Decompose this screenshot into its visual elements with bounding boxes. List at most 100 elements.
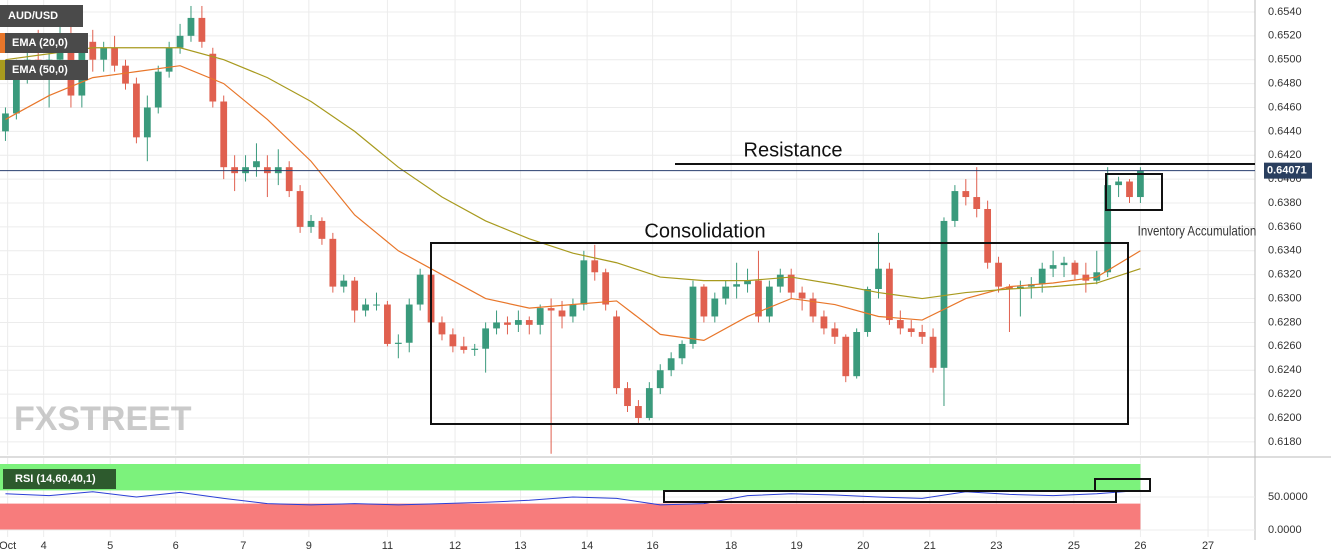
candle-body bbox=[700, 286, 708, 317]
candle-body bbox=[776, 274, 784, 287]
candle-body bbox=[1082, 274, 1090, 281]
candle-body bbox=[744, 280, 751, 285]
candle-body bbox=[504, 322, 511, 325]
x-tick-label: 20 bbox=[857, 540, 869, 552]
candle-body bbox=[187, 17, 195, 36]
y-tick-label: 0.6180 bbox=[1268, 436, 1302, 448]
y-tick-label: 0.6220 bbox=[1268, 388, 1302, 400]
candle-body bbox=[133, 83, 140, 138]
x-tick-label: 12 bbox=[449, 540, 461, 552]
candle-body bbox=[362, 304, 369, 311]
resistance-label: Resistance bbox=[744, 139, 843, 161]
x-tick-label: 13 bbox=[514, 540, 526, 552]
legend-swatch bbox=[0, 33, 5, 53]
candle-body bbox=[198, 17, 206, 42]
candle-body bbox=[984, 208, 992, 263]
candle-body bbox=[493, 322, 500, 329]
candle-body bbox=[547, 308, 555, 311]
accumulation-label: Inventory Accumulation bbox=[1138, 223, 1257, 239]
candle-body bbox=[394, 342, 402, 344]
candle-body bbox=[1038, 268, 1046, 285]
candle-body bbox=[755, 280, 762, 317]
consolidation-box bbox=[430, 242, 1129, 425]
candle-body bbox=[591, 260, 599, 273]
y-tick-label: 0.6240 bbox=[1268, 364, 1302, 376]
candle-body bbox=[165, 47, 173, 72]
candle-body bbox=[449, 334, 457, 347]
x-tick-label: 16 bbox=[646, 540, 658, 552]
candle-body bbox=[154, 71, 162, 108]
rsi-box bbox=[663, 490, 1117, 503]
candle-body bbox=[514, 320, 522, 325]
x-tick-label: 19 bbox=[791, 540, 803, 552]
candle-body bbox=[940, 220, 948, 368]
current-price-label: 0.64071 bbox=[1267, 165, 1307, 177]
candle-body bbox=[995, 262, 1002, 287]
y-tick-label: 0.6480 bbox=[1268, 78, 1302, 90]
x-tick-label: 23 bbox=[990, 540, 1002, 552]
current-price-box bbox=[1264, 162, 1312, 179]
candle-body bbox=[929, 336, 937, 368]
candle-body bbox=[842, 336, 850, 377]
candle-body bbox=[798, 292, 806, 299]
candle-body bbox=[973, 197, 981, 209]
candle-body bbox=[613, 316, 620, 389]
candle-body bbox=[253, 161, 260, 168]
x-tick-label: 26 bbox=[1134, 540, 1146, 552]
candle-body bbox=[460, 346, 468, 350]
x-tick-label: 9 bbox=[306, 540, 312, 552]
candle-body bbox=[656, 370, 664, 389]
candle-body bbox=[89, 41, 97, 60]
y-tick-label: 50.0000 bbox=[1268, 491, 1308, 503]
y-tick-label: 0.6420 bbox=[1268, 149, 1302, 161]
candle-body bbox=[1049, 265, 1057, 269]
candle-body bbox=[100, 47, 108, 60]
y-tick-label: 0.6440 bbox=[1268, 125, 1302, 137]
rsi-label: RSI (14,60,40,1) bbox=[15, 473, 96, 485]
y-tick-label: 0.6540 bbox=[1268, 6, 1302, 18]
ema-line bbox=[5, 65, 1141, 341]
candle-body bbox=[733, 284, 741, 287]
candle-body bbox=[176, 35, 184, 48]
candle-body bbox=[1104, 185, 1112, 273]
candle-body bbox=[307, 220, 315, 227]
candle-body bbox=[405, 304, 413, 343]
candle-body bbox=[678, 343, 686, 359]
legend-box bbox=[0, 33, 88, 53]
candle-body bbox=[209, 53, 217, 102]
candle-body bbox=[809, 298, 817, 317]
candle-body bbox=[329, 238, 337, 287]
candle-body bbox=[384, 304, 391, 344]
candle-body bbox=[896, 320, 904, 329]
candle-body bbox=[875, 268, 882, 290]
candle-body bbox=[787, 274, 795, 293]
candle-body bbox=[711, 298, 719, 317]
candle-body bbox=[765, 286, 773, 317]
candle-body bbox=[962, 191, 970, 198]
consolidation-label: Consolidation bbox=[644, 220, 765, 242]
x-tick-label: Oct bbox=[0, 540, 16, 552]
x-tick-label: 27 bbox=[1202, 540, 1214, 552]
candle-body bbox=[12, 71, 20, 114]
candle-body bbox=[907, 328, 915, 332]
candle-body bbox=[122, 65, 129, 84]
candle-body bbox=[831, 328, 839, 337]
legend-label: EMA (20,0) bbox=[12, 37, 68, 49]
candle-body bbox=[1006, 286, 1013, 290]
y-tick-label: 0.6500 bbox=[1268, 54, 1302, 66]
y-tick-label: 0.0000 bbox=[1268, 524, 1302, 536]
y-tick-label: 0.6260 bbox=[1268, 340, 1302, 352]
candle-body bbox=[645, 388, 653, 418]
candle-body bbox=[438, 322, 446, 335]
candle-body bbox=[373, 304, 380, 306]
candle-body bbox=[580, 260, 588, 305]
candle-body bbox=[351, 280, 359, 311]
legend-box bbox=[0, 5, 83, 27]
candle-body bbox=[635, 406, 642, 418]
candle-body bbox=[569, 304, 577, 317]
candle-body bbox=[471, 348, 479, 350]
rsi-lower-zone bbox=[0, 503, 1141, 531]
y-tick-label: 0.6200 bbox=[1268, 412, 1302, 424]
candle-body bbox=[602, 272, 610, 305]
